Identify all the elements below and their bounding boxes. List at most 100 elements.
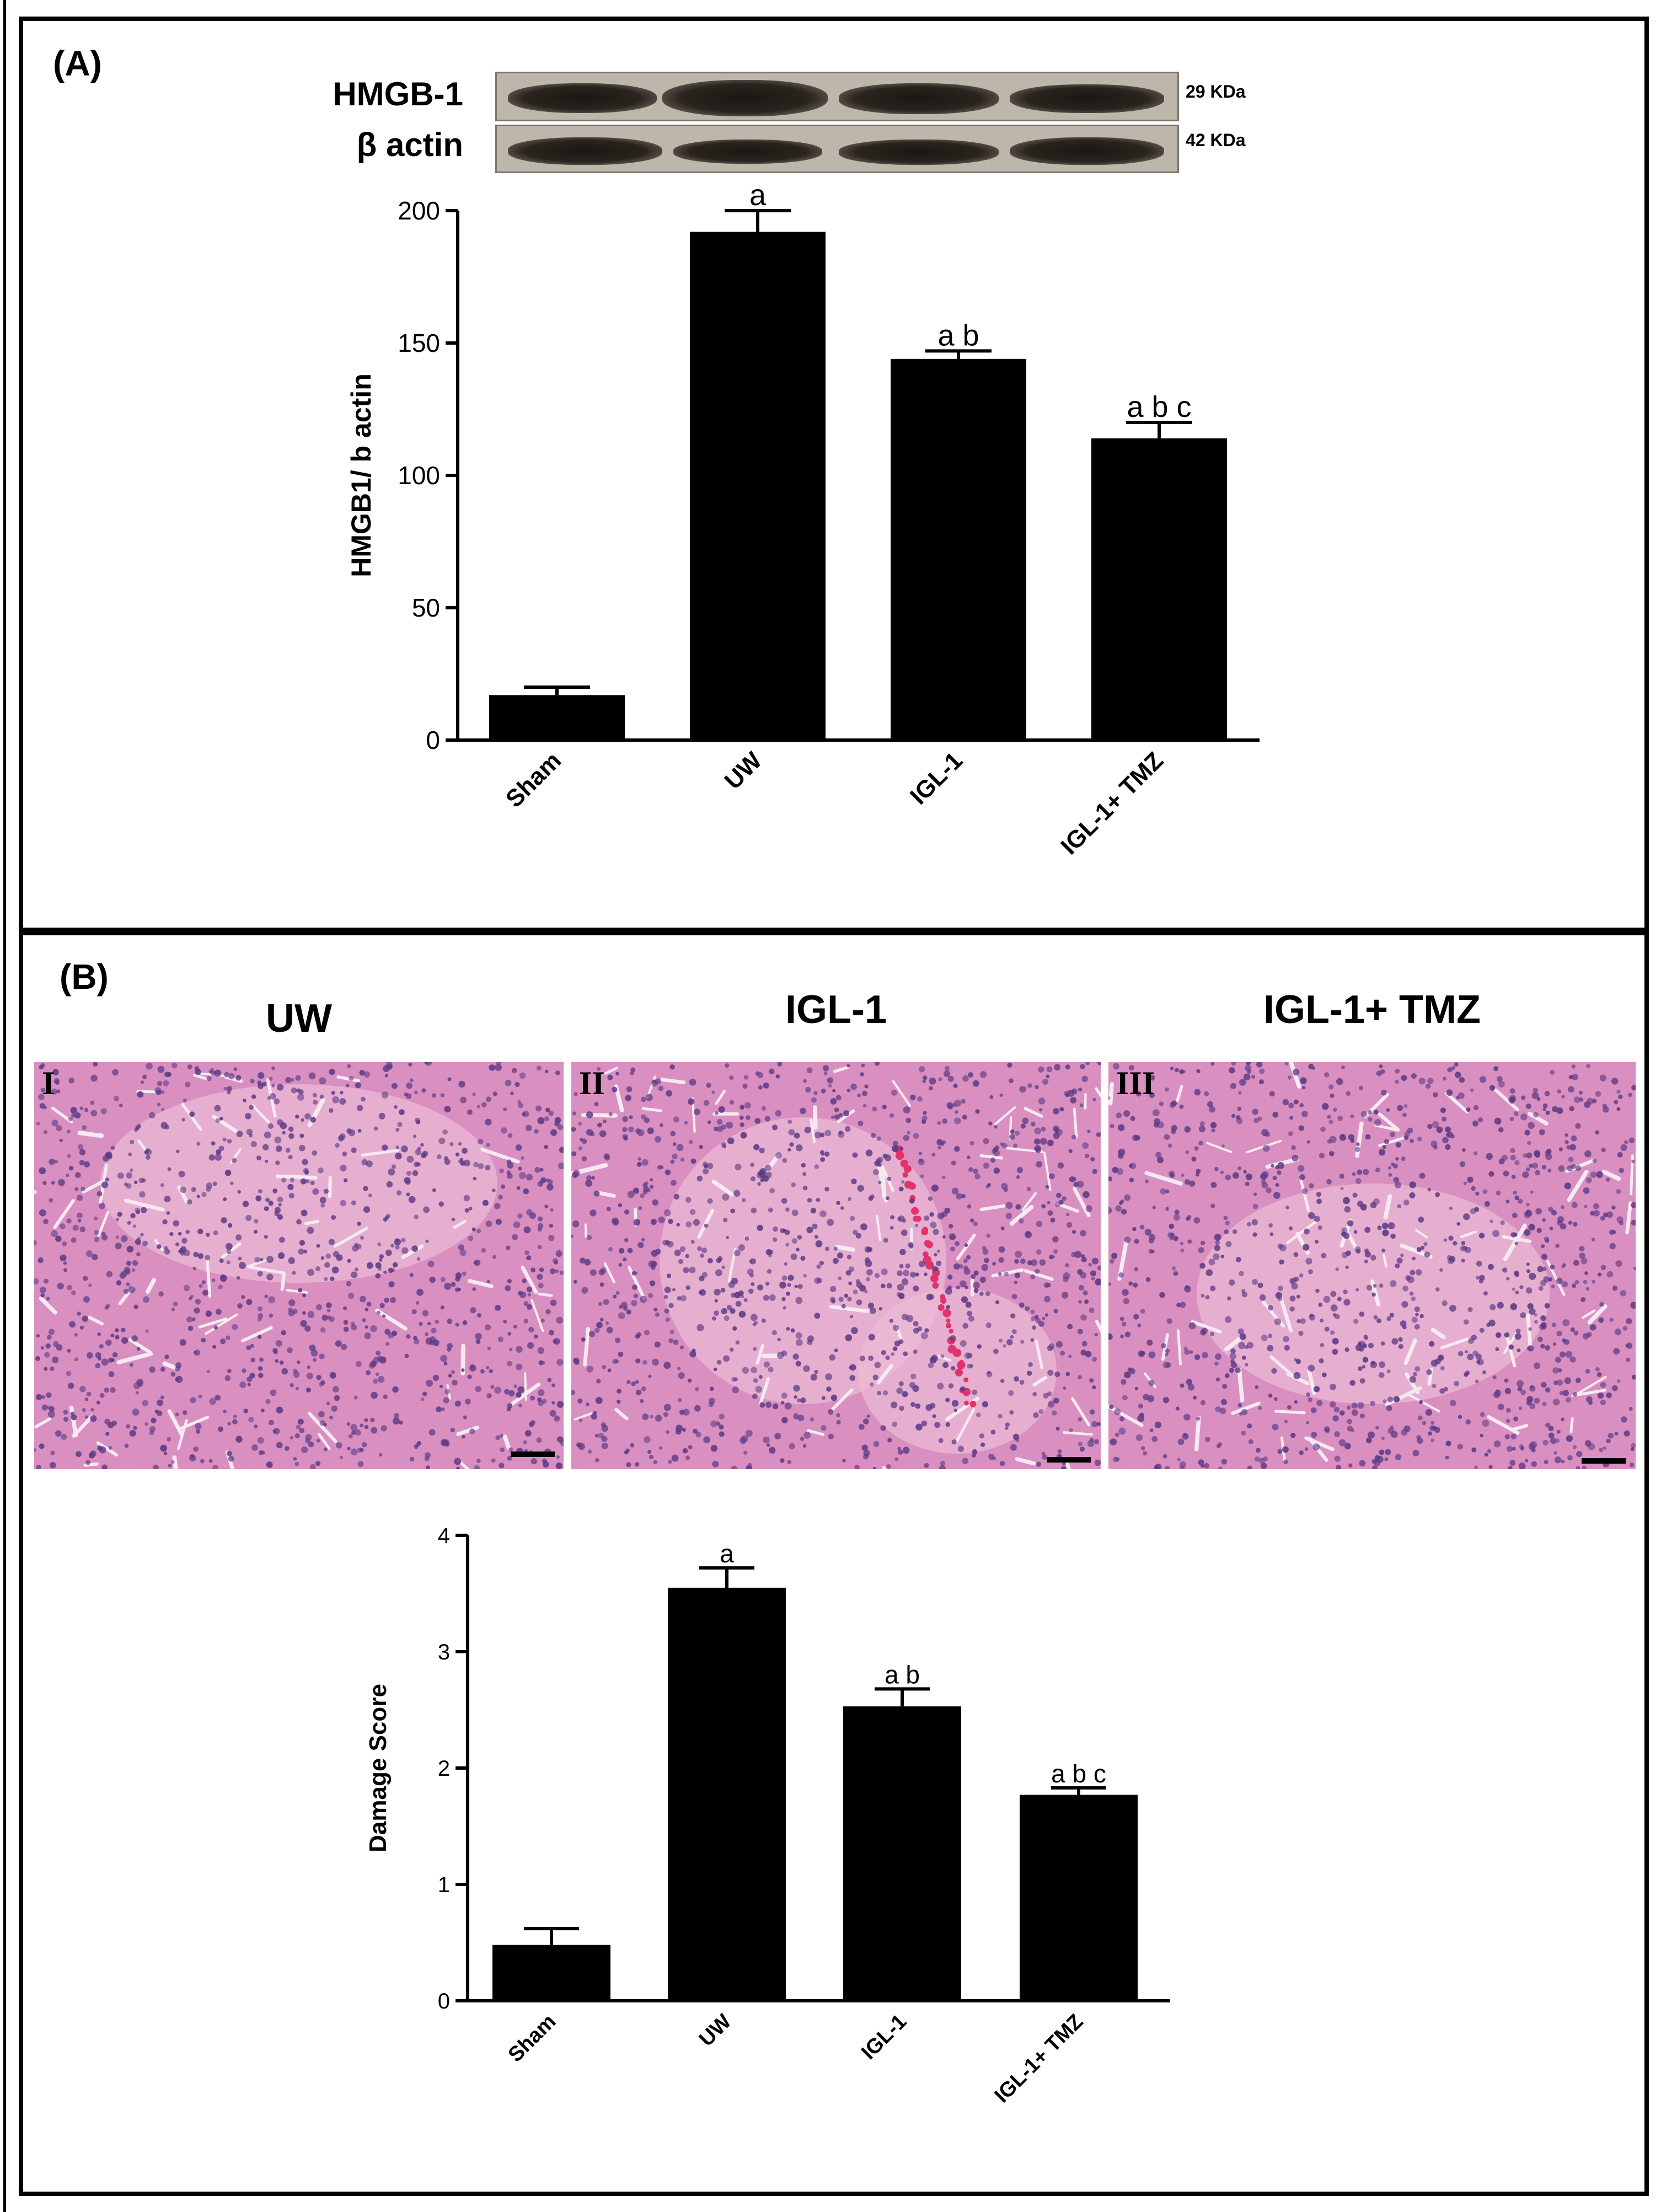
nucleus [1338,1439,1346,1447]
nucleus [141,1207,147,1213]
nucleus [688,1445,693,1450]
nucleus [375,1372,379,1376]
nucleus [1071,1134,1076,1140]
nucleus [216,1149,222,1155]
nucleus [731,1277,738,1285]
nucleus [93,1062,98,1067]
nucleus [1558,1165,1565,1172]
nucleus [1047,1139,1054,1147]
nucleus [254,1257,260,1263]
nucleus [590,1209,597,1217]
nucleus [679,1410,685,1415]
nucleus [1600,1265,1606,1270]
sinusoid [1378,1112,1400,1132]
nucleus [512,1234,518,1240]
nucleus [846,1088,851,1092]
nucleus [937,1383,944,1390]
nucleus [1533,1112,1539,1118]
nucleus [842,1459,846,1463]
nucleus [655,1313,660,1317]
nucleus [435,1319,440,1324]
nucleus [966,1255,971,1260]
nucleus [792,1353,799,1360]
nucleus [1504,1332,1510,1338]
nucleus [235,1234,242,1241]
nucleus [475,1386,481,1392]
nucleus [513,1325,517,1329]
nucleus [130,1213,136,1219]
nucleus [1041,1204,1046,1209]
nucleus [77,1212,83,1219]
nucleus [797,1235,802,1240]
nucleus [1036,1161,1043,1168]
nucleus [726,1121,733,1129]
nucleus [537,1347,544,1354]
nucleus [554,1121,560,1127]
nucleus [1166,1318,1172,1324]
nucleus [1343,1289,1348,1294]
nucleus [187,1064,192,1069]
sinusoid [251,1104,270,1124]
nucleus [850,1083,858,1090]
nucleus [257,1437,264,1444]
nucleus [917,1096,923,1102]
nucleus [1494,1117,1502,1125]
nucleus [1616,1089,1621,1094]
nucleus [1312,1443,1320,1451]
nucleus [1308,1063,1314,1069]
nucleus [838,1113,843,1117]
nucleus [290,1078,294,1082]
nucleus [416,1257,421,1261]
nucleus [644,1330,650,1336]
nucleus [1442,1116,1447,1122]
nucleus [1618,1094,1623,1099]
nucleus [1492,1375,1497,1380]
nucleus [860,1072,864,1076]
nucleus [1585,1177,1592,1183]
nucleus [1257,1282,1263,1288]
nucleus [264,1234,268,1239]
nucleus [37,1257,44,1263]
nucleus [316,1438,320,1443]
sinusoid [1286,1220,1317,1245]
nucleus [533,1334,538,1339]
nucleus [796,1398,801,1403]
nucleus [740,1116,744,1120]
nucleus [665,1317,670,1322]
nucleus [40,1346,45,1350]
nucleus [40,1088,46,1092]
nucleus [157,1410,163,1416]
nucleus [1219,1407,1226,1415]
nucleus [676,1144,684,1151]
nucleus [1403,1104,1408,1108]
nucleus [1350,1138,1355,1143]
nucleus [404,1353,409,1358]
nucleus [1047,1401,1055,1408]
nucleus [1523,1153,1528,1158]
nucleus [1606,1271,1614,1278]
nucleus [168,1464,172,1467]
nucleus [694,1405,701,1412]
nucleus [693,1108,700,1116]
nucleus [816,1197,821,1202]
nucleus [970,1218,974,1223]
nucleus [678,1372,685,1379]
nucleus [1629,1463,1635,1467]
nucleus [1080,1349,1087,1356]
nucleus [665,1240,670,1245]
nucleus [1479,1076,1487,1083]
nucleus [1191,1156,1197,1162]
nucleus [920,1332,928,1340]
nucleus [903,1106,910,1114]
nucleus [1305,1421,1310,1424]
nucleus [1561,1205,1564,1209]
nucleus [795,1332,802,1339]
nucleus [377,1356,383,1361]
nucleus [751,1367,757,1374]
nucleus [447,1318,453,1325]
nucleus [1358,1366,1363,1371]
nucleus [39,1443,45,1449]
nucleus [1593,1203,1599,1209]
nucleus [829,1354,835,1361]
nucleus [690,1240,695,1244]
